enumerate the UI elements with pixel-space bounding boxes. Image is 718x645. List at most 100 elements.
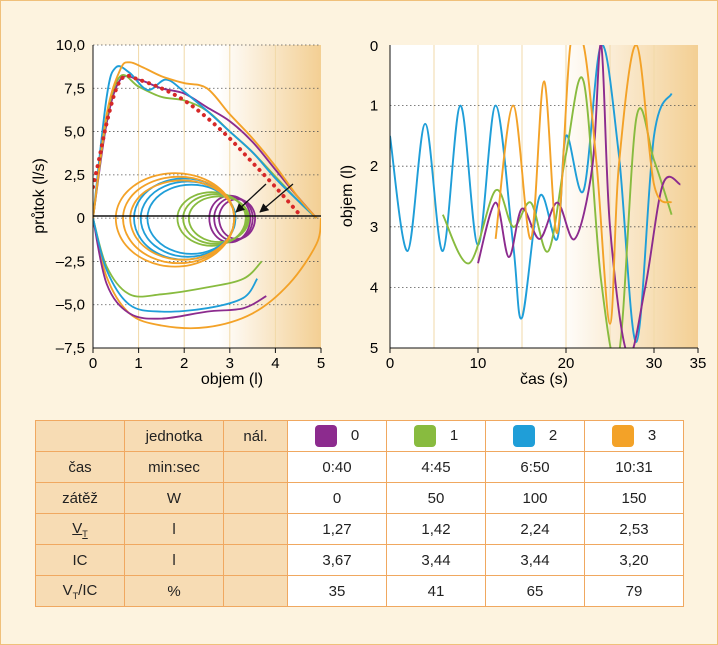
table-row: zátěž W 0 50 100 150 <box>35 482 684 514</box>
table-cell: 4:45 <box>386 451 486 483</box>
tidal-loop-3 <box>122 175 236 265</box>
row-unit: l <box>124 513 224 545</box>
chart2-x-tick: 30 <box>646 355 663 372</box>
chart1-y-tick: –7,5 <box>56 340 85 357</box>
inspiratory-curve-3 <box>93 217 258 313</box>
table-row: čas min:sec 0:40 4:45 6:50 10:31 <box>35 451 684 483</box>
swatch-2 <box>512 425 535 447</box>
table-cell: 0 <box>287 482 387 514</box>
row-nal <box>223 451 288 483</box>
table-row: IC l 3,67 3,44 3,44 3,20 <box>35 544 684 576</box>
chart1-x-tick: 4 <box>271 355 279 372</box>
series-0-label: 0 <box>350 426 360 444</box>
chart2-y-tick: 5 <box>370 340 378 357</box>
chart1-x-tick: 0 <box>89 355 97 372</box>
chart2-x-tick: 35 <box>690 355 707 372</box>
table-cell: 1,27 <box>287 513 387 545</box>
table-header-blank <box>35 420 125 452</box>
chart2-x-tick: 10 <box>470 355 487 372</box>
table-cell: 3,44 <box>386 544 486 576</box>
chart1-y-tick: 5,0 <box>64 124 85 141</box>
flow-volume-curve-3 <box>93 61 318 219</box>
tidal-loop-3 <box>129 179 236 261</box>
row-label: VT/IC <box>35 575 125 607</box>
row-label: čas <box>35 451 125 483</box>
chart1-ticks: 10,07,55,02,50–2,5–5,0–7,50 1 2 3 4 5 <box>56 37 325 372</box>
table-cell: 65 <box>485 575 585 607</box>
table-cell: 10:31 <box>584 451 684 483</box>
row-unit: % <box>124 575 224 607</box>
series-3-label: 3 <box>647 426 657 444</box>
chart2-y-tick: 4 <box>370 279 378 296</box>
chart2-y-tick: 1 <box>370 98 378 115</box>
charts-svg: 10,07,55,02,50–2,5–5,0–7,50 1 2 3 4 5 objem (… <box>30 37 707 388</box>
row-unit: l <box>124 544 224 576</box>
predicted-curve <box>93 73 301 215</box>
chart1-x-tick: 5 <box>317 355 325 372</box>
chart2-y-tick: 3 <box>370 219 378 236</box>
table-cell: 1,42 <box>386 513 486 545</box>
inspiratory-curve-0 <box>93 217 321 330</box>
table-cell: 35 <box>287 575 387 607</box>
volume-time-curve-1 <box>441 76 673 348</box>
row-label: zátěž <box>35 482 125 514</box>
table-cell: 100 <box>485 482 585 514</box>
chart1-x-tick: 1 <box>134 355 142 372</box>
tidal-loop-2 <box>146 183 237 255</box>
table-header-nal: nál. <box>223 420 288 452</box>
table-header-series-3: 3 <box>584 420 684 452</box>
table-cell: 150 <box>584 482 684 514</box>
row-unit: W <box>124 482 224 514</box>
table-cell: 3,20 <box>584 544 684 576</box>
row-nal <box>223 575 288 607</box>
series-2-label: 2 <box>548 426 558 444</box>
table-row: VT/IC% 35 41 65 79 <box>35 575 684 607</box>
chart2-y-tick: 0 <box>370 38 378 55</box>
table-header-row: jednotka nál. 0 1 2 3 <box>35 420 684 452</box>
series-1-label: 1 <box>449 426 459 444</box>
arrow-2 <box>235 183 267 213</box>
table-header-series-0: 0 <box>287 420 387 452</box>
tidal-loop-1 <box>187 195 250 243</box>
chart1-y-tick: 0 <box>77 210 85 227</box>
table-row: VT l 1,27 1,42 2,24 2,53 <box>35 513 684 545</box>
data-table: jednotka nál. 0 1 2 3 čas min:sec 0:40 4:45… <box>35 420 684 607</box>
swatch-0 <box>314 425 337 447</box>
chart2-y-tick: 2 <box>370 158 378 175</box>
inspiratory-curve-2 <box>93 217 263 298</box>
table-cell: 41 <box>386 575 486 607</box>
chart1-y-tick: 7,5 <box>64 80 85 97</box>
table-cell: 6:50 <box>485 451 585 483</box>
chart2-x-label: čas (s) <box>520 371 568 388</box>
table-header-series-1: 1 <box>386 420 486 452</box>
row-nal <box>223 544 288 576</box>
chart1-y-tick: 10,0 <box>56 37 85 54</box>
flow-volume-curve-2 <box>93 65 318 219</box>
tidal-loop-3 <box>114 172 236 268</box>
chart1-y-tick: –2,5 <box>56 253 85 270</box>
chart1-y-tick: 2,5 <box>64 167 85 184</box>
row-nal <box>223 513 288 545</box>
chart2-series <box>390 45 681 348</box>
table-header-series-2: 2 <box>485 420 585 452</box>
chart1-series <box>93 61 318 219</box>
chart2-x-tick: 20 <box>558 355 575 372</box>
chart1-y-tick: –5,0 <box>56 297 85 314</box>
swatch-1 <box>413 425 436 447</box>
volume-time-curve-3 <box>494 45 673 325</box>
table-header-unit: jednotka <box>124 420 224 452</box>
swatch-3 <box>611 425 634 447</box>
chart2-y-label: objem (l) <box>339 165 356 227</box>
table-cell: 3,67 <box>287 544 387 576</box>
table-cell: 2,24 <box>485 513 585 545</box>
table-cell: 2,53 <box>584 513 684 545</box>
chart2-x-tick: 0 <box>386 355 394 372</box>
chart1-x-label: objem (l) <box>201 371 263 388</box>
row-label: VT <box>35 513 125 545</box>
row-label: IC <box>35 544 125 576</box>
inspiratory-curve-1 <box>93 217 267 320</box>
table-cell: 3,44 <box>485 544 585 576</box>
chart1-y-label: průtok (l/s) <box>30 158 48 234</box>
row-nal <box>223 482 288 514</box>
